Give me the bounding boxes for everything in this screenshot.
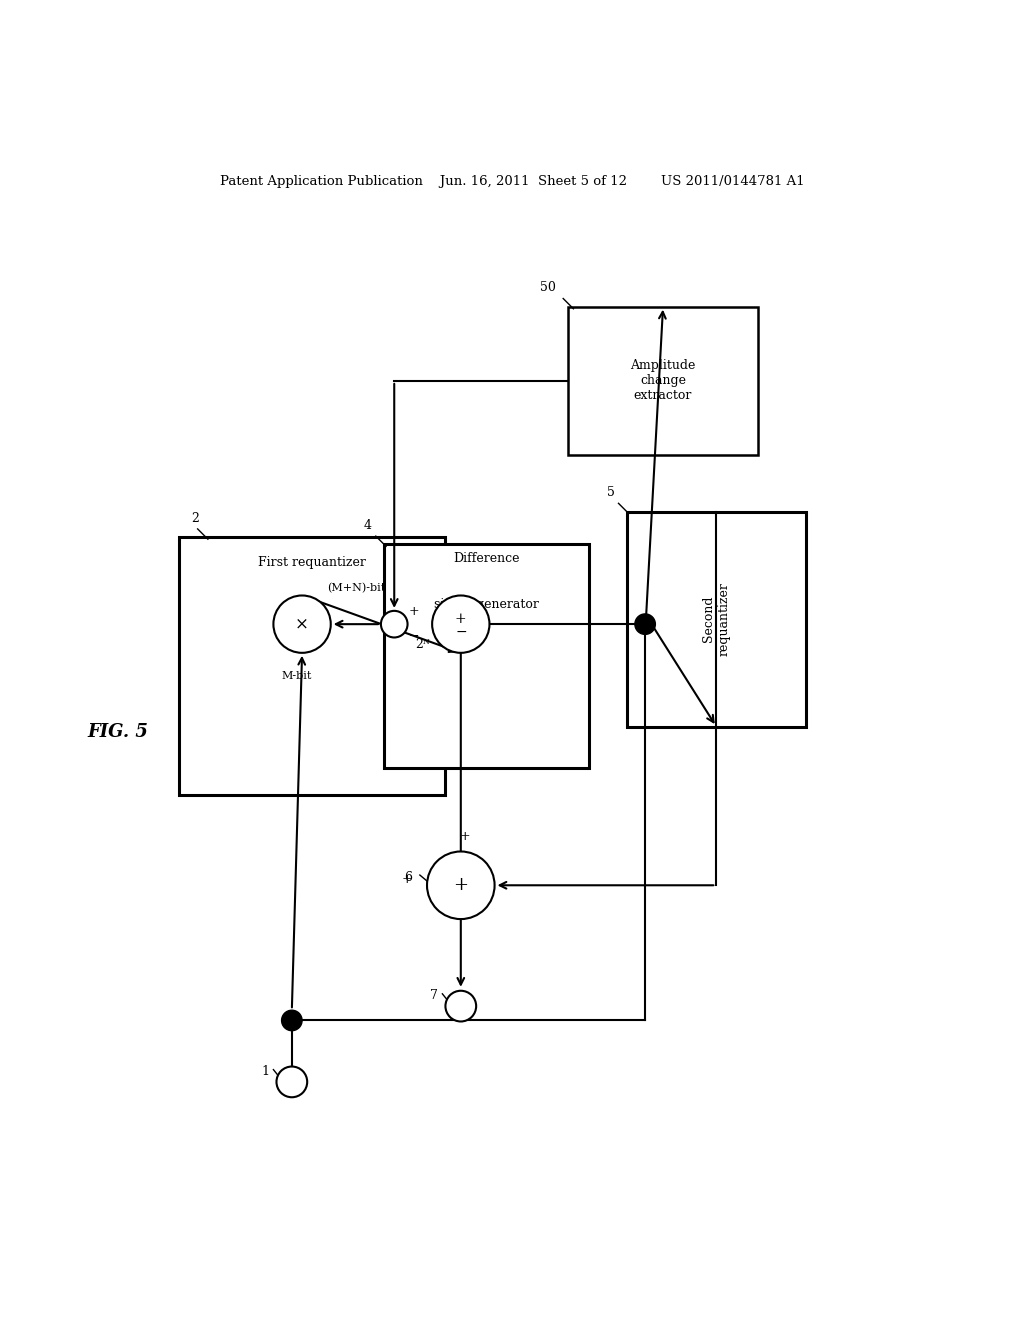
Text: +: +: [409, 606, 419, 618]
Text: Patent Application Publication    Jun. 16, 2011  Sheet 5 of 12        US 2011/01: Patent Application Publication Jun. 16, …: [220, 176, 804, 189]
Bar: [627, 512, 806, 726]
Text: +: +: [460, 830, 470, 843]
Text: Amplitude
change
extractor: Amplitude change extractor: [631, 359, 695, 403]
Text: 2: 2: [191, 512, 200, 525]
Circle shape: [273, 595, 331, 653]
Text: +: +: [402, 873, 413, 886]
Circle shape: [427, 851, 495, 919]
Text: 4: 4: [364, 519, 372, 532]
Circle shape: [276, 1067, 307, 1097]
Text: Second
requantizer: Second requantizer: [702, 582, 730, 656]
Circle shape: [282, 1010, 302, 1031]
Text: +: +: [454, 876, 468, 894]
Text: −: −: [409, 630, 419, 643]
Bar: [179, 537, 445, 795]
Text: ×: ×: [295, 615, 309, 632]
Text: Difference: Difference: [454, 553, 519, 565]
Bar: [384, 544, 589, 767]
Text: 1: 1: [261, 1065, 269, 1078]
Circle shape: [381, 611, 408, 638]
Bar: [568, 306, 758, 455]
Text: −: −: [456, 626, 468, 639]
Text: M-bit: M-bit: [282, 672, 312, 681]
Text: 6: 6: [403, 871, 412, 883]
Circle shape: [445, 991, 476, 1022]
Text: +: +: [455, 612, 467, 626]
Text: (M+N)-bit: (M+N)-bit: [328, 583, 385, 594]
Circle shape: [432, 595, 489, 653]
Text: FIG. 5: FIG. 5: [87, 722, 148, 741]
Text: 50: 50: [540, 281, 556, 294]
Circle shape: [635, 614, 655, 635]
Text: 2ᴺ: 2ᴺ: [415, 639, 429, 652]
Text: 5: 5: [606, 486, 614, 499]
Text: First requantizer: First requantizer: [258, 556, 367, 569]
Text: signal generator: signal generator: [434, 598, 539, 611]
Text: 7: 7: [430, 990, 438, 1002]
